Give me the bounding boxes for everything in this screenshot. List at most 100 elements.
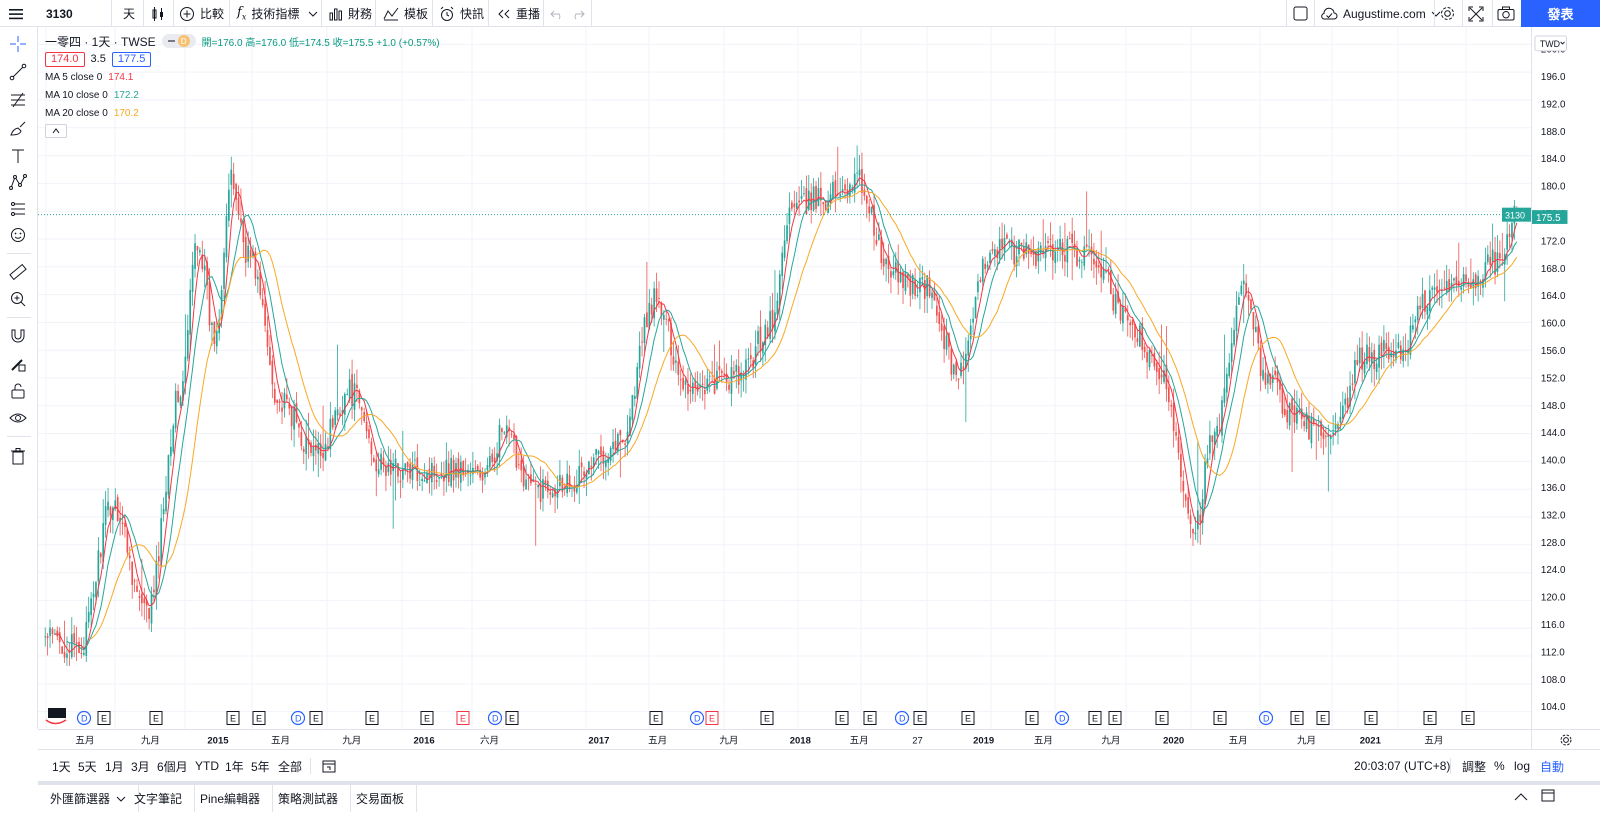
replay-button[interactable]: 重播	[497, 0, 540, 27]
symbol-title[interactable]: 一零四 · 1天 · TWSE	[45, 34, 156, 49]
earnings-marker[interactable]: E	[1088, 711, 1102, 725]
dividend-marker[interactable]: D	[1258, 710, 1274, 726]
magnet-tool[interactable]	[6, 325, 30, 347]
templates-button[interactable]: 模板	[383, 0, 428, 27]
earnings-marker[interactable]: E	[1290, 711, 1304, 725]
remove-drawings-tool[interactable]	[6, 445, 30, 467]
crosshair-tool[interactable]	[6, 33, 30, 55]
compare-button[interactable]: 比較	[179, 0, 224, 27]
snapshot-button[interactable]	[1497, 0, 1515, 27]
dividend-marker[interactable]: D	[290, 710, 306, 726]
earnings-marker[interactable]: E	[760, 711, 774, 725]
percent-toggle[interactable]: %	[1494, 759, 1505, 773]
data-status-badge[interactable]: D	[161, 34, 196, 48]
earnings-marker[interactable]: E	[835, 711, 849, 725]
text-tool[interactable]	[6, 145, 30, 167]
range-1d[interactable]: 1天	[52, 759, 71, 774]
buy-price-box[interactable]: 177.5	[111, 51, 152, 67]
fullscreen-button[interactable]	[1468, 0, 1484, 27]
earnings-marker[interactable]: E	[913, 711, 927, 725]
earnings-marker[interactable]: E	[456, 711, 470, 725]
earnings-marker[interactable]: E	[1108, 711, 1122, 725]
earnings-marker[interactable]: E	[961, 711, 975, 725]
tab-trading-panel[interactable]: 交易面板	[344, 785, 418, 812]
indicators-dropdown[interactable]	[308, 0, 318, 27]
pattern-tool[interactable]	[6, 171, 30, 193]
earnings-marker[interactable]: E	[97, 711, 111, 725]
earnings-marker[interactable]: E	[226, 711, 240, 725]
adjust-toggle[interactable]: 調整	[1462, 759, 1487, 774]
range-ytd[interactable]: YTD	[195, 759, 219, 773]
indicators-button[interactable]: fx 技術指標	[237, 0, 299, 27]
earnings-marker[interactable]: E	[1213, 711, 1227, 725]
earnings-marker[interactable]: E	[309, 711, 323, 725]
dividend-marker[interactable]: D	[1054, 710, 1070, 726]
chart-style-button[interactable]	[150, 0, 166, 27]
range-5d[interactable]: 5天	[78, 759, 97, 774]
earnings-marker[interactable]: E	[1423, 711, 1437, 725]
earnings-marker[interactable]: E	[1316, 711, 1330, 725]
lock-tool[interactable]	[6, 380, 30, 402]
earnings-marker[interactable]: E	[705, 711, 719, 725]
symbol-search[interactable]: 3130	[38, 0, 112, 27]
range-1m[interactable]: 1月	[105, 759, 124, 774]
scale-settings-button[interactable]	[1531, 729, 1600, 749]
dividend-marker[interactable]: D	[894, 710, 910, 726]
legend-collapse-button[interactable]	[45, 124, 67, 138]
earnings-marker[interactable]: E	[420, 711, 434, 725]
range-all[interactable]: 全部	[278, 759, 303, 774]
trendline-tool[interactable]	[6, 61, 30, 83]
tab-forex-screener[interactable]: 外匯篩選器	[38, 785, 140, 812]
range-3m[interactable]: 3月	[131, 759, 150, 774]
sell-price-box[interactable]: 174.0	[45, 51, 85, 67]
publish-button[interactable]: 發表	[1521, 0, 1600, 27]
earnings-marker[interactable]: E	[1364, 711, 1378, 725]
ma20-label[interactable]: MA 20 close 0	[45, 107, 108, 119]
auto-toggle[interactable]: 自動	[1540, 759, 1565, 774]
layout-toggle-button[interactable]	[1293, 0, 1308, 27]
brush-tool[interactable]	[6, 117, 30, 139]
undo-button[interactable]	[550, 0, 564, 27]
maximize-panel-button[interactable]	[1541, 789, 1555, 805]
price-scale[interactable]: 200.0196.0192.0188.0184.0180.0176.0172.0…	[1531, 27, 1600, 729]
alerts-button[interactable]: 快訊	[439, 0, 484, 27]
log-toggle[interactable]: log	[1514, 759, 1531, 773]
earnings-marker[interactable]: E	[649, 711, 663, 725]
financials-button[interactable]: 財務	[328, 0, 372, 27]
tab-pine-editor[interactable]: Pine編輯器	[188, 785, 274, 812]
time-scale[interactable]: 五月 九月 2015 五月 九月 2016 六月 2017 五月 九月 2018 五月 27 2019 五月…	[38, 729, 1531, 749]
tab-strategy-tester[interactable]: 策略測試器	[266, 785, 352, 812]
tab-text-notes[interactable]: 文字筆記	[122, 785, 196, 812]
measure-tool[interactable]	[6, 261, 30, 283]
icon-tool[interactable]	[6, 224, 30, 246]
earnings-marker[interactable]: E	[1461, 711, 1475, 725]
tradingview-logo[interactable]	[45, 708, 67, 725]
goto-date-button[interactable]	[322, 750, 336, 782]
lock-drawings-tool[interactable]	[6, 353, 30, 375]
clock[interactable]: 20:03:07 (UTC+8)	[1354, 759, 1451, 773]
range-5y[interactable]: 5年	[251, 759, 270, 774]
earnings-marker[interactable]: E	[863, 711, 877, 725]
interval-button[interactable]: 天	[123, 0, 135, 27]
earnings-marker[interactable]: E	[365, 711, 379, 725]
settings-button[interactable]	[1439, 0, 1456, 27]
collapse-panel-button[interactable]	[1514, 791, 1528, 805]
redo-button[interactable]	[571, 0, 585, 27]
earnings-marker[interactable]: E	[1155, 711, 1169, 725]
dividend-marker[interactable]: D	[76, 710, 92, 726]
dividend-marker[interactable]: D	[689, 710, 705, 726]
menu-button[interactable]	[8, 0, 24, 27]
range-1y[interactable]: 1年	[225, 759, 244, 774]
range-6m[interactable]: 6個月	[157, 759, 188, 774]
zoom-tool[interactable]	[6, 288, 30, 310]
currency-button[interactable]: TWD	[1534, 35, 1567, 52]
layout-save-button[interactable]: Augustime.com	[1320, 0, 1441, 27]
prediction-tool[interactable]	[6, 198, 30, 220]
earnings-marker[interactable]: E	[252, 711, 266, 725]
earnings-marker[interactable]: E	[149, 711, 163, 725]
ma10-label[interactable]: MA 10 close 0	[45, 89, 108, 101]
visibility-tool[interactable]	[6, 407, 30, 429]
fib-tool[interactable]	[6, 89, 30, 111]
dividend-marker[interactable]: D	[487, 710, 503, 726]
